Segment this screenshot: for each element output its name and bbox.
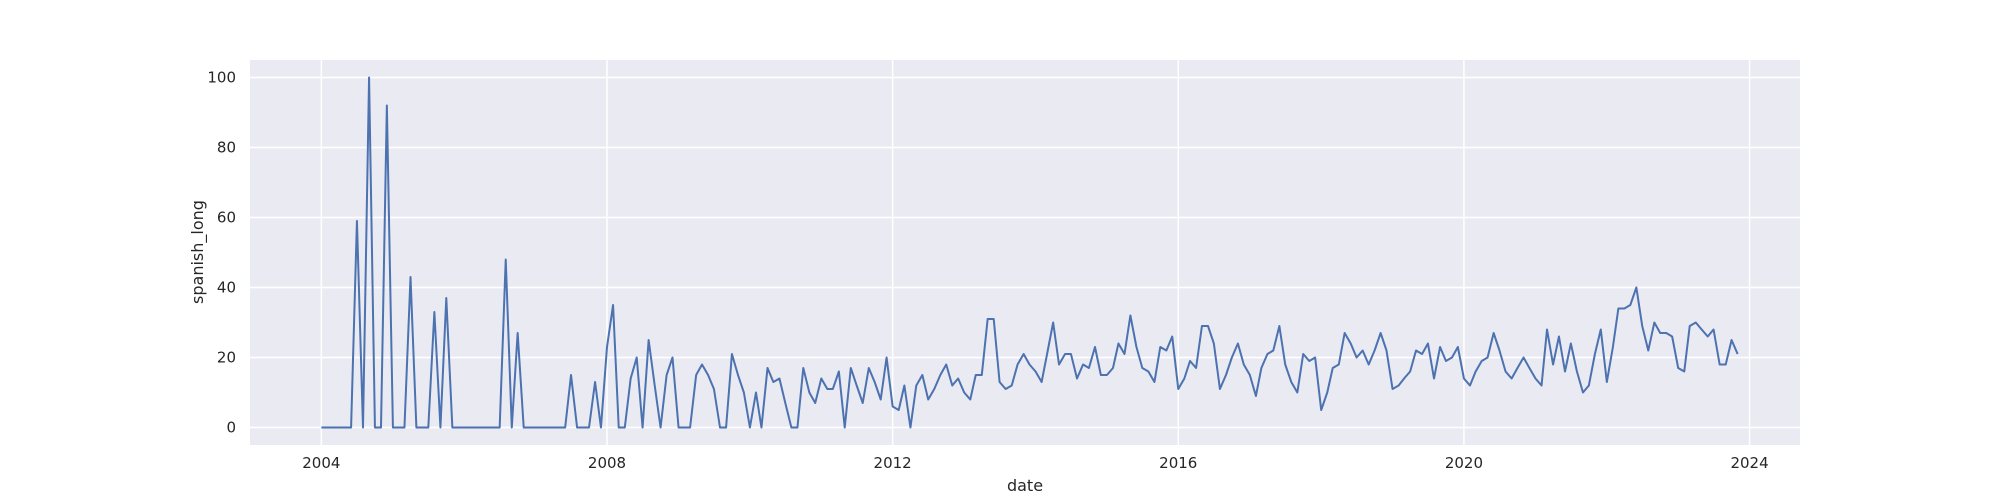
x-tick-label: 2008 [588,454,626,472]
y-tick-label: 0 [226,419,236,437]
y-tick-label: 60 [217,209,236,227]
x-tick-label: 2024 [1730,454,1768,472]
x-tick-label: 2004 [302,454,340,472]
x-tick-label: 2012 [874,454,912,472]
y-tick-label: 80 [217,139,236,157]
y-tick-label: 100 [207,69,236,87]
x-axis-label: date [1007,476,1043,495]
x-tick-label: 2016 [1159,454,1197,472]
series-line [321,76,1739,429]
x-axis-ticks: 2004 2008 2012 2016 2020 2024 [302,454,1768,472]
y-tick-label: 20 [217,349,236,367]
y-tick-label: 40 [217,279,236,297]
y-axis-label: spanish_long [188,200,208,304]
x-tick-label: 2020 [1445,454,1483,472]
y-axis-ticks: 0 20 40 60 80 100 [207,69,236,437]
plot-background [250,60,1800,445]
grid-lines [250,60,1800,445]
